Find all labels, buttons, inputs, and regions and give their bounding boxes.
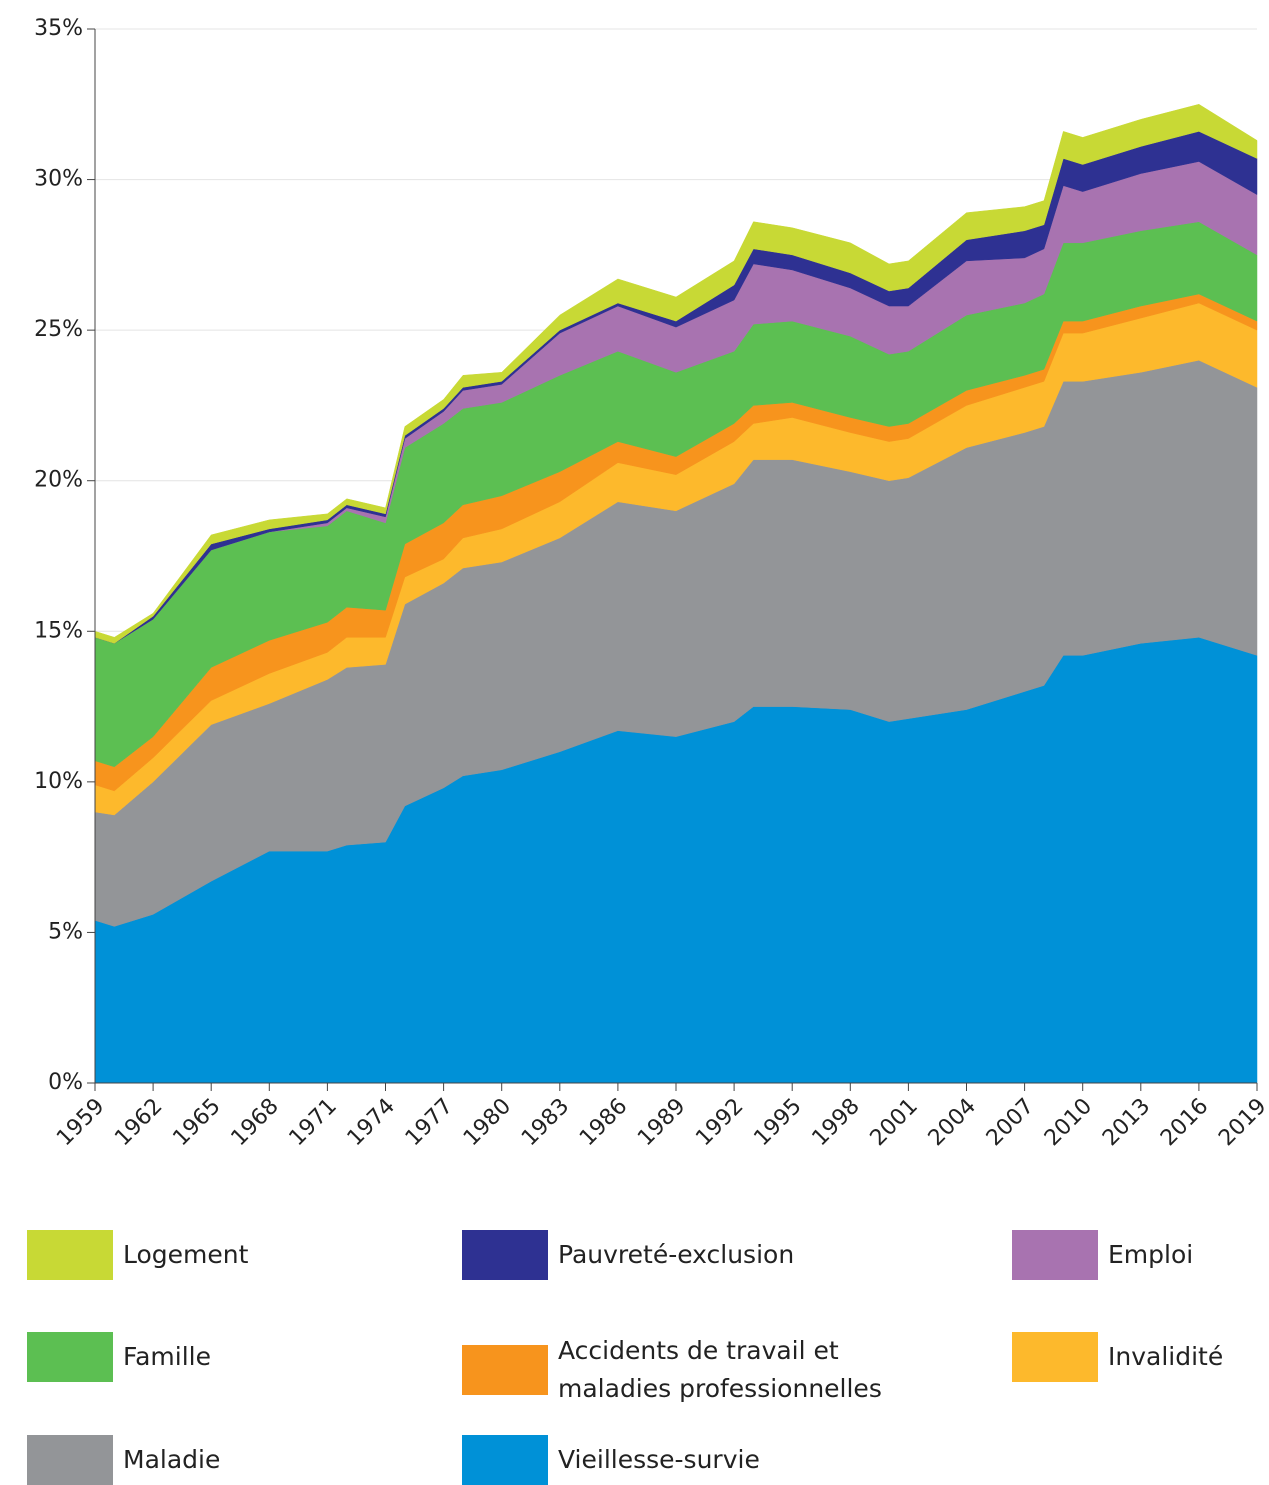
x-tick-label: 2010 xyxy=(1040,1094,1097,1151)
legend-item: Pauvreté-exclusion xyxy=(462,1230,908,1280)
y-tick-label: 30% xyxy=(34,167,83,192)
x-tick-label: 1959 xyxy=(52,1094,109,1151)
y-tick-label: 35% xyxy=(34,16,83,41)
x-tick-label: 2001 xyxy=(866,1094,923,1151)
x-tick-label: 1974 xyxy=(343,1094,400,1151)
legend-label: Accidents de travail et maladies profess… xyxy=(558,1336,882,1403)
legend-item: Famille xyxy=(27,1332,493,1382)
area xyxy=(94,104,1258,644)
x-tick-label: 1998 xyxy=(808,1094,865,1151)
legend-item: Invalidité xyxy=(1012,1332,1258,1382)
legend-swatch xyxy=(462,1345,548,1395)
x-tick-label: 1995 xyxy=(749,1094,806,1151)
legend-item: Emploi xyxy=(1012,1230,1258,1280)
legend-label: Invalidité xyxy=(1108,1342,1224,1371)
legend-label: Vieillesse-survie xyxy=(558,1445,760,1474)
y-tick-label: 20% xyxy=(34,468,83,493)
legend-swatch xyxy=(1012,1230,1098,1280)
legend-label: Maladie xyxy=(123,1445,221,1474)
x-tick-label: 1980 xyxy=(459,1094,516,1151)
legend-label: Pauvreté-exclusion xyxy=(558,1240,795,1269)
legend-swatch xyxy=(462,1435,548,1485)
x-tick-label: 1983 xyxy=(517,1094,574,1151)
x-tick-label: 1971 xyxy=(285,1094,342,1151)
y-tick-label: 10% xyxy=(34,769,83,794)
legend-label: Emploi xyxy=(1108,1240,1194,1269)
legend-item: Maladie xyxy=(27,1435,493,1485)
y-tick-label: 25% xyxy=(34,317,83,342)
legend-swatch xyxy=(27,1230,113,1280)
x-tick-label: 2013 xyxy=(1098,1094,1155,1151)
x-tick-label: 2004 xyxy=(924,1094,981,1151)
legend-swatch xyxy=(1012,1332,1098,1382)
legend-swatch xyxy=(462,1230,548,1280)
chart: 0%5%10%15%20%25%30%35%1959 1962 1965 1968 19… xyxy=(34,16,1269,1151)
x-tick-label: 2007 xyxy=(982,1094,1039,1151)
x-tick-label: 2016 xyxy=(1156,1094,1213,1151)
x-tick-label: 1992 xyxy=(691,1094,748,1151)
x-tick-label: 1968 xyxy=(227,1094,284,1151)
y-tick-label: 5% xyxy=(48,919,83,944)
legend-label: Famille xyxy=(123,1342,211,1371)
legend-item: Accidents de travail et maladies profess… xyxy=(462,1332,908,1408)
legend-item: Vieillesse-survie xyxy=(462,1435,908,1485)
y-tick-label: 15% xyxy=(34,618,83,643)
x-tick-label: 1989 xyxy=(633,1094,690,1151)
x-tick-label: 2019 xyxy=(1214,1094,1269,1151)
legend-label: Logement xyxy=(123,1240,249,1269)
x-tick-label: 1986 xyxy=(575,1094,632,1151)
y-tick-label: 0% xyxy=(48,1070,83,1095)
x-tick-label: 1962 xyxy=(110,1094,167,1151)
legend-swatch xyxy=(27,1332,113,1382)
x-tick-label: 1977 xyxy=(401,1094,458,1151)
legend-item: Logement xyxy=(27,1230,493,1280)
legend-swatch xyxy=(27,1435,113,1485)
x-tick-label: 1965 xyxy=(168,1094,225,1151)
